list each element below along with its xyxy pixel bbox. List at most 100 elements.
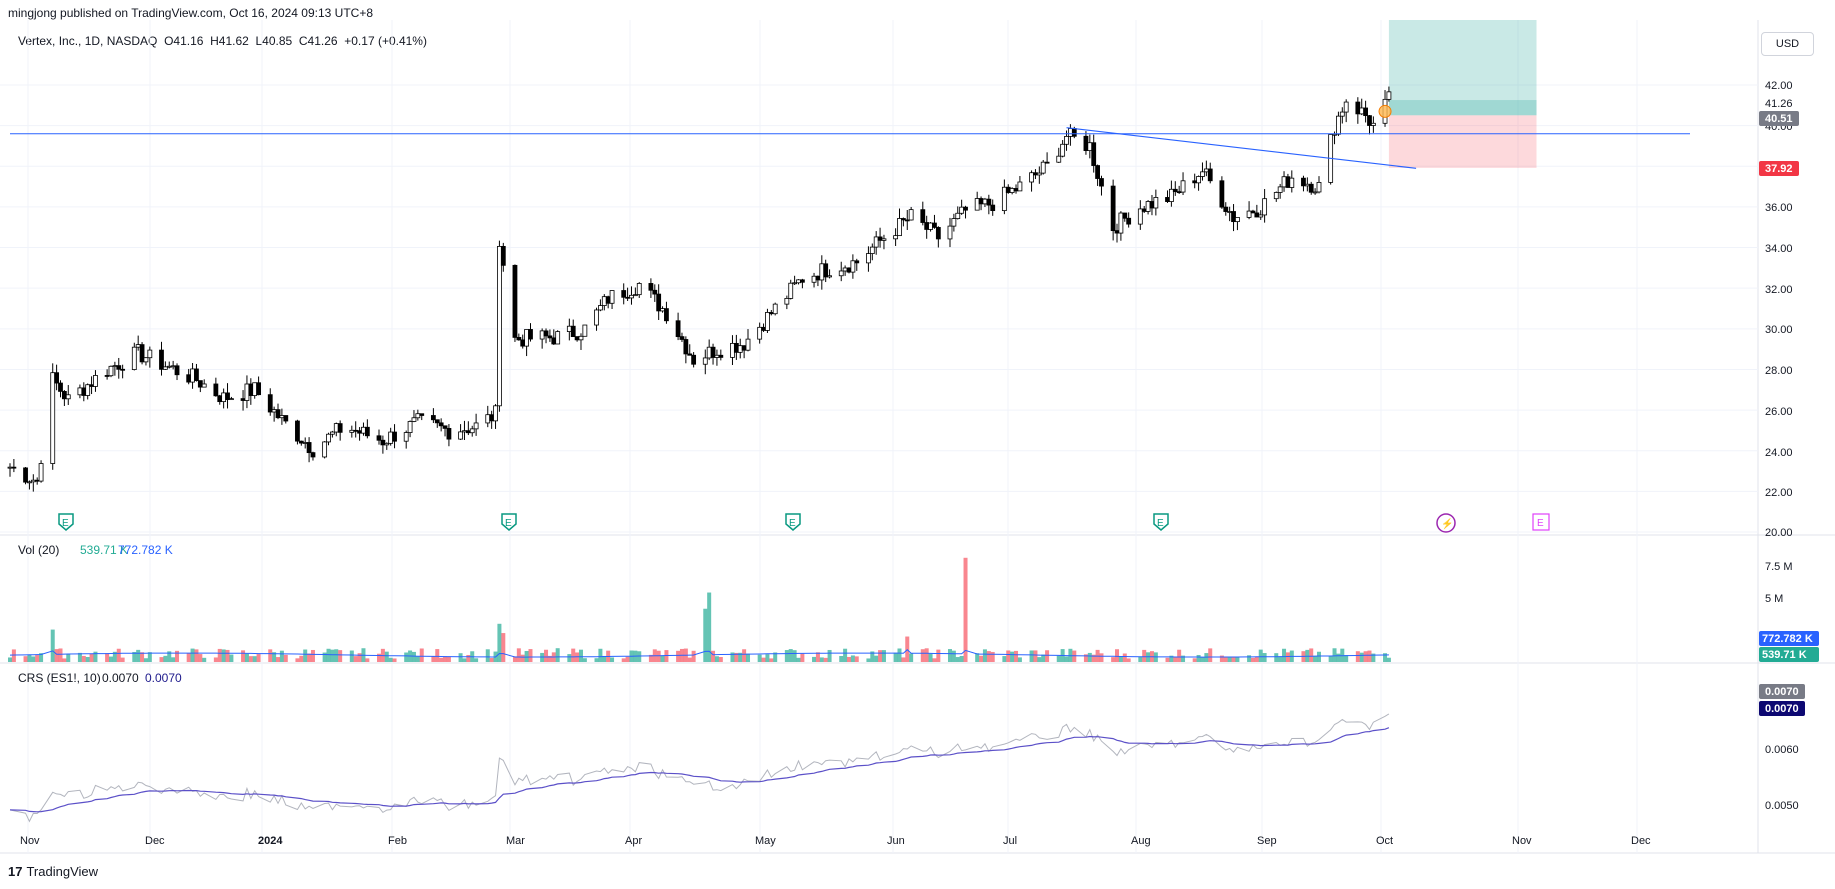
tradingview-logo[interactable]: 17 TradingView bbox=[8, 864, 98, 879]
volume-bar bbox=[295, 658, 300, 662]
candle-body bbox=[1145, 201, 1151, 212]
volume-bar bbox=[1383, 653, 1388, 662]
candle-body bbox=[1336, 115, 1341, 135]
candle-body bbox=[1223, 206, 1229, 212]
volume-bar bbox=[377, 653, 382, 662]
candle-body bbox=[376, 435, 382, 441]
volume-bar bbox=[489, 658, 494, 662]
candle-body bbox=[1033, 172, 1038, 176]
candle-body bbox=[1013, 188, 1019, 192]
volume-bar bbox=[1192, 658, 1197, 662]
candle-body bbox=[1363, 107, 1369, 117]
volume-bar bbox=[89, 653, 94, 662]
volume-bar bbox=[936, 649, 941, 662]
candle-body bbox=[574, 336, 580, 341]
candle-body bbox=[827, 275, 832, 278]
candle-body bbox=[555, 331, 561, 345]
candle-body bbox=[811, 275, 817, 283]
volume-bar bbox=[1250, 657, 1255, 662]
candle-body bbox=[1118, 212, 1124, 234]
volume-bar bbox=[404, 652, 409, 662]
earnings-marker[interactable]: E bbox=[58, 513, 74, 531]
crs-value: 0.0070 bbox=[102, 671, 139, 685]
volume-bar bbox=[951, 650, 956, 662]
candle-body bbox=[1285, 176, 1291, 188]
candle-body bbox=[194, 368, 199, 382]
candle-body bbox=[1273, 192, 1279, 200]
candle-body bbox=[733, 342, 739, 353]
candle-body bbox=[772, 303, 778, 315]
volume-bar bbox=[1017, 657, 1022, 662]
candle-body bbox=[1308, 183, 1314, 193]
time-label: Dec bbox=[1631, 835, 1651, 847]
volume-bar bbox=[1029, 650, 1034, 662]
volume-bar bbox=[621, 658, 626, 662]
candle-body bbox=[364, 426, 370, 437]
candle-body bbox=[1091, 142, 1097, 166]
earnings-marker[interactable]: E bbox=[785, 513, 801, 531]
volume-bar bbox=[982, 649, 987, 662]
volume-bar bbox=[990, 651, 995, 662]
volume-bar bbox=[827, 649, 832, 662]
candle-body bbox=[322, 441, 328, 458]
volume-bar bbox=[1316, 651, 1321, 662]
crs-ma-badge bbox=[1759, 701, 1805, 716]
volume-bar bbox=[1219, 655, 1224, 662]
volume-bar bbox=[773, 652, 778, 662]
candle-body bbox=[1235, 217, 1240, 223]
volume-bar bbox=[1111, 657, 1116, 662]
currency-button[interactable]: USD bbox=[1761, 32, 1814, 56]
volume-bar bbox=[1274, 653, 1279, 662]
volume-bar bbox=[1359, 652, 1364, 662]
volume-bar bbox=[35, 655, 40, 662]
dividend-marker[interactable]: ⚡ bbox=[1436, 513, 1456, 533]
volume-bar bbox=[714, 656, 719, 662]
candle-body bbox=[838, 270, 844, 277]
candle-body bbox=[881, 238, 887, 241]
volume-bar bbox=[357, 653, 362, 662]
candle-body bbox=[131, 346, 137, 370]
volume-bar bbox=[198, 654, 203, 662]
candle-body bbox=[1180, 180, 1186, 193]
candle-body bbox=[81, 387, 87, 396]
volume-bar bbox=[1235, 656, 1240, 662]
candle-body bbox=[1231, 211, 1236, 223]
volume-bar bbox=[303, 649, 308, 662]
candle-body bbox=[854, 260, 860, 264]
earnings-marker[interactable]: E bbox=[501, 513, 517, 531]
crs-lines bbox=[9, 713, 1390, 823]
candle-body bbox=[935, 227, 941, 240]
candle-body bbox=[213, 383, 219, 397]
volume-bar bbox=[819, 657, 824, 662]
entry-price-badge bbox=[1759, 111, 1799, 126]
earnings-marker[interactable]: E bbox=[1153, 513, 1169, 531]
candle-body bbox=[543, 330, 549, 337]
volume-bar bbox=[77, 652, 82, 662]
volume-bar bbox=[850, 655, 855, 662]
price-tick: 28.00 bbox=[1765, 365, 1793, 377]
volume-bar bbox=[252, 656, 257, 662]
volume-bar bbox=[963, 557, 968, 662]
volume-bar bbox=[132, 651, 137, 662]
volume-bar bbox=[1371, 653, 1376, 662]
candle-body bbox=[714, 354, 720, 358]
volume-bars bbox=[8, 557, 1391, 662]
volume-bar bbox=[788, 649, 793, 662]
candle-body bbox=[652, 289, 658, 295]
volume-bar bbox=[975, 653, 980, 662]
volume-bar bbox=[279, 650, 284, 662]
volume-bar bbox=[93, 651, 98, 662]
vol-ma-value: 772.782 K bbox=[118, 543, 173, 557]
candle-body bbox=[50, 372, 56, 464]
volume-bar bbox=[1200, 657, 1205, 662]
candle-body bbox=[162, 366, 168, 370]
candle-body bbox=[1172, 188, 1178, 193]
vol-ma-badge bbox=[1759, 631, 1819, 646]
volume-bar bbox=[796, 657, 801, 662]
volume-bar bbox=[765, 654, 770, 662]
time-label: Nov bbox=[1512, 835, 1532, 847]
volume-bar bbox=[547, 655, 552, 662]
upcoming-earnings-marker[interactable]: E bbox=[1532, 513, 1550, 531]
volume-bar bbox=[812, 656, 817, 662]
